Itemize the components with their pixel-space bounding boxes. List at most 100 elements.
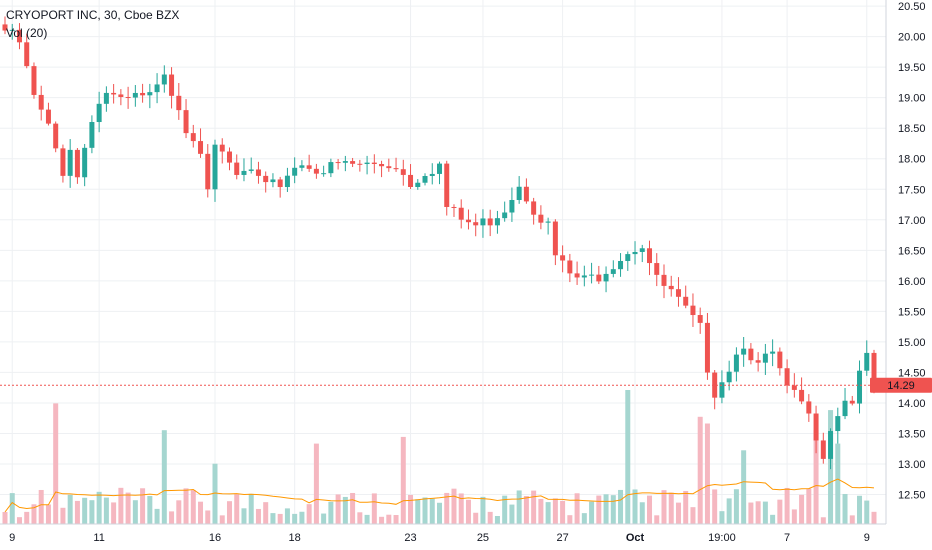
volume-bar (755, 501, 761, 524)
volume-bar (770, 514, 776, 524)
price-tick-label: 19.50 (898, 62, 926, 74)
price-tick-label: 16.00 (898, 276, 926, 288)
candle-body (140, 92, 146, 96)
time-tick-label: Oct (626, 532, 645, 544)
candle-body (234, 162, 240, 175)
candle-body (697, 315, 703, 323)
candle-body (465, 219, 471, 223)
volume-bar (31, 504, 37, 524)
candle-body (183, 110, 189, 134)
candle-body (161, 74, 167, 85)
candle-body (820, 440, 826, 459)
price-tick-label: 18.50 (898, 123, 926, 135)
volume-bar (292, 513, 298, 524)
volume-bar (67, 494, 73, 524)
candle-body (299, 165, 305, 168)
volume-bar (502, 495, 508, 524)
candle-body (313, 168, 319, 174)
volume-bar (864, 500, 870, 524)
candle-body (494, 218, 500, 226)
candle-body (545, 221, 551, 223)
volume-bar (480, 496, 486, 524)
volume-bar (784, 487, 790, 524)
volume-bar (321, 513, 327, 524)
candle-body (219, 144, 225, 152)
volume-bar (473, 512, 479, 524)
volume-bar (748, 502, 754, 524)
candle-body (125, 96, 131, 98)
volume-bar (552, 498, 558, 524)
time-tick-label: 25 (477, 532, 489, 544)
candle-body (16, 29, 22, 43)
candle-body (589, 274, 595, 276)
candle-body (292, 167, 298, 176)
volume-bar (603, 494, 609, 524)
volume-bar (719, 511, 725, 524)
time-tick-label: 16 (209, 532, 221, 544)
candle-body (618, 260, 624, 270)
candle-body (690, 305, 696, 316)
candle-body (567, 260, 573, 274)
volume-bar (429, 498, 435, 524)
candle-body (864, 352, 870, 371)
candle-body (190, 133, 196, 142)
volume-bar (263, 502, 269, 524)
price-tick-label: 15.50 (898, 306, 926, 318)
price-tick-label: 18.00 (898, 154, 926, 166)
candle-body (379, 163, 385, 167)
candle-body (835, 416, 841, 432)
volume-bar (451, 488, 457, 524)
volume-bar (589, 501, 595, 524)
candle-body (118, 94, 124, 97)
volume-bar (610, 495, 616, 524)
time-tick-label: 23 (404, 532, 416, 544)
volume-bar (523, 495, 529, 524)
volume-bar (219, 515, 225, 524)
volume-bar (241, 508, 247, 524)
price-tick-label: 17.00 (898, 215, 926, 227)
volume-bar (697, 416, 703, 524)
candle-body (741, 348, 747, 355)
price-tick-label: 20.00 (898, 32, 926, 44)
candle-body (350, 161, 356, 164)
volume-bar (183, 488, 189, 524)
volume-bar (248, 493, 254, 524)
candle-body (610, 269, 616, 274)
candle-body (791, 385, 797, 390)
volume-bar (857, 495, 863, 524)
price-tick-label: 14.50 (898, 367, 926, 379)
volume-bar (487, 511, 493, 524)
candle-body (661, 274, 667, 286)
volume-bar (516, 490, 522, 524)
candle-body (67, 149, 73, 176)
volume-indicator-label[interactable]: Vol (20) (6, 26, 48, 40)
candle-body (255, 169, 261, 176)
volume-bar (733, 489, 739, 524)
volume-bar (871, 511, 877, 524)
candle-body (632, 251, 638, 255)
candle-body (176, 95, 182, 111)
volume-bar (581, 513, 587, 524)
volume-bar (400, 436, 406, 524)
candle-body (719, 382, 725, 398)
volume-bar (465, 499, 471, 524)
candle-body (212, 144, 218, 190)
candle-body (581, 275, 587, 278)
candle-body (574, 273, 580, 278)
price-tick-label: 14.00 (898, 398, 926, 410)
candle-body (422, 176, 428, 183)
price-axis[interactable]: 12.50 13.00 13.50 14.00 14.50 15.00 15.50 16.00… (898, 1, 926, 501)
volume-bar (654, 515, 660, 524)
volume-bar (60, 507, 66, 524)
volume-bar (169, 511, 175, 524)
time-axis[interactable]: 9 11 16 18 23 25 27 Oct 19:00 7 9 (9, 532, 870, 544)
volume-bar (393, 515, 399, 524)
volume-bar (24, 511, 30, 524)
candle-body (849, 400, 855, 404)
price-tick-label: 20.50 (898, 1, 926, 13)
volume-bar (675, 502, 681, 524)
candle-body (458, 207, 464, 220)
candle-body (552, 221, 558, 256)
candle-body (393, 168, 399, 170)
